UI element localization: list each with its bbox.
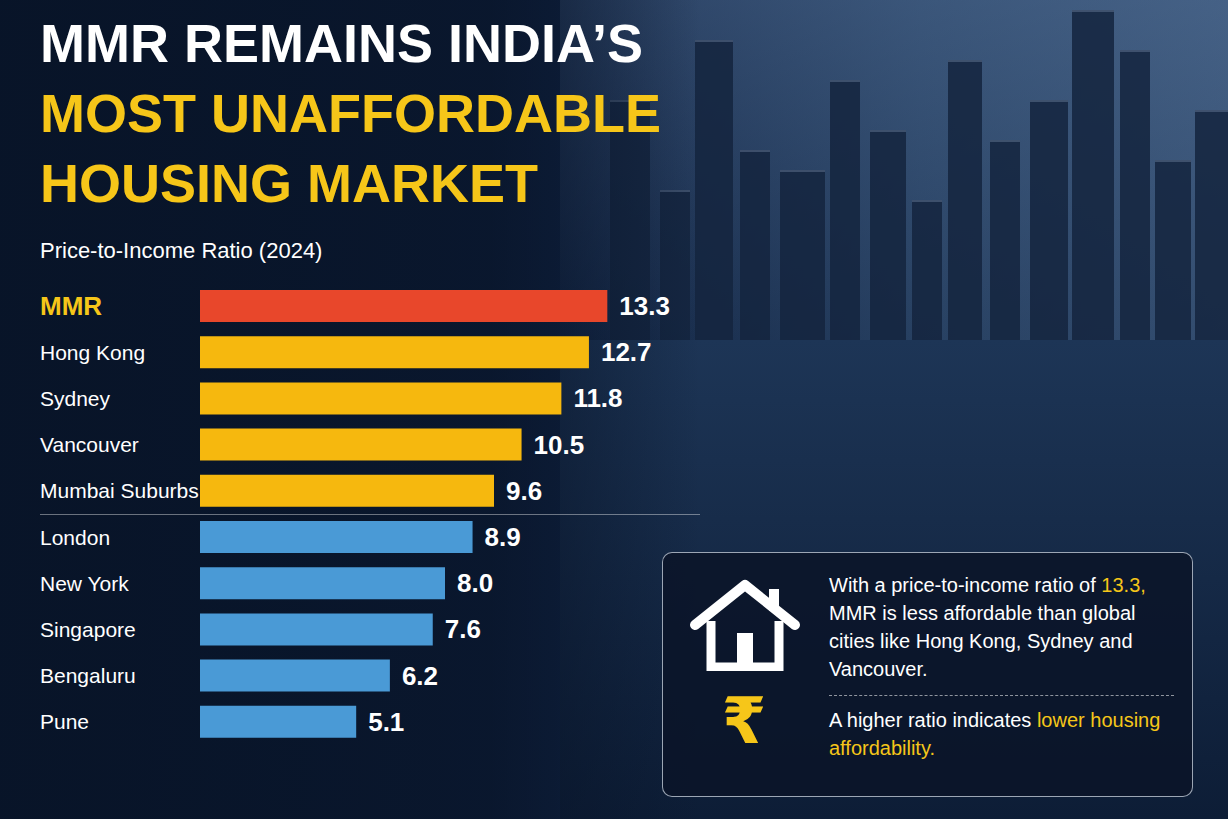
svg-text:Sydney: Sydney xyxy=(40,387,111,410)
svg-text:6.2: 6.2 xyxy=(402,661,438,691)
svg-text:Vancouver: Vancouver xyxy=(40,433,139,456)
html-text:HOUSING MARKET: HOUSING MARKET xyxy=(40,153,538,213)
svg-text:9.6: 9.6 xyxy=(506,476,542,506)
html-text:MMR is less affordable than gl: MMR is less affordable than global citie… xyxy=(829,602,1136,680)
svg-text:8.9: 8.9 xyxy=(485,522,521,552)
svg-text:10.5: 10.5 xyxy=(534,430,585,460)
svg-text:Hong Kong: Hong Kong xyxy=(40,341,145,364)
html-text:MOST UNAFFORDABLE: MOST UNAFFORDABLE xyxy=(40,83,661,143)
svg-text:Singapore: Singapore xyxy=(40,618,136,641)
svg-text:Bengaluru: Bengaluru xyxy=(40,664,136,687)
html-text:MMR REMAINS INDIA’S: MMR REMAINS INDIA’S xyxy=(40,13,643,73)
svg-text:MMR: MMR xyxy=(40,291,102,321)
svg-text:13.3: 13.3 xyxy=(619,291,670,321)
svg-text:5.1: 5.1 xyxy=(368,707,404,737)
svg-text:London: London xyxy=(40,526,110,549)
html-text:Price-to-Income Ratio (2024): Price-to-Income Ratio (2024) xyxy=(40,238,323,263)
svg-text:7.6: 7.6 xyxy=(445,614,481,644)
html-text:With a price-to-income ratio o: With a price-to-income ratio of 13.3, xyxy=(829,574,1146,596)
svg-text:Pune: Pune xyxy=(40,710,89,733)
svg-text:New York: New York xyxy=(40,572,129,595)
svg-text:11.8: 11.8 xyxy=(573,383,622,413)
svg-text:Mumbai Suburbs: Mumbai Suburbs xyxy=(40,479,199,502)
svg-text:12.7: 12.7 xyxy=(601,337,652,367)
svg-text:8.0: 8.0 xyxy=(457,568,493,598)
html-text:A higher ratio indicates lower: A higher ratio indicates lower housing a… xyxy=(829,709,1161,759)
